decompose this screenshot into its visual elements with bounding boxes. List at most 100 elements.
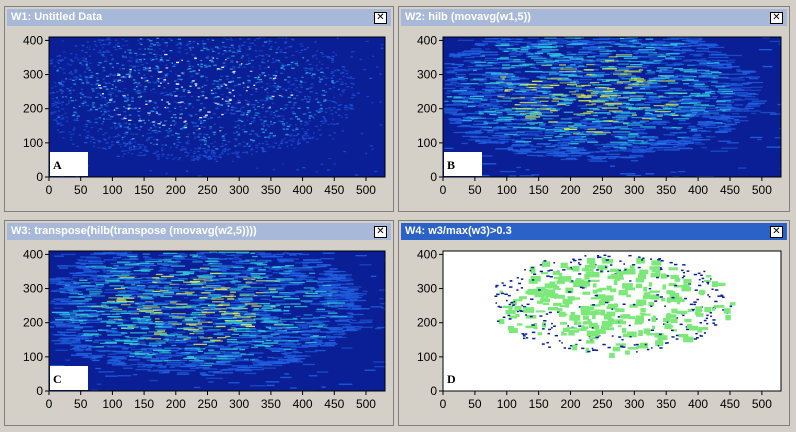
x-tick-label: 250 [197,183,217,197]
image-texture [494,254,736,358]
window-w2[interactable]: W2: hilb (movavg(w1,5)) ✕ B 0 50 100 150 200 2… [398,6,790,212]
y-tick-label: 400 [417,33,437,47]
x-tick-label: 300 [229,183,249,197]
plot-frame [442,250,782,392]
x-tick-label: 500 [752,183,772,197]
panel-label: D [447,372,456,386]
window-w4[interactable]: W4: w3/max(w3)>0.3 ✕ D 0 50 100 150 200 250 300… [398,220,790,426]
panel-label: B [447,158,455,172]
x-tick-label: 50 [468,183,482,197]
y-tick-label: 200 [23,102,43,116]
panel-label-box [50,366,88,390]
y-tick-label: 300 [417,282,437,296]
plot-w3[interactable]: C0 50 100 150 200 250 300 350 400 450 500 0 100 200 30… [9,241,391,423]
window-w3[interactable]: W3: transpose(hilb(transpose (movavg(w2,… [4,220,394,426]
x-tick-label: 300 [624,183,644,197]
x-tick-label: 250 [592,183,612,197]
x-tick-label: 350 [261,183,281,197]
x-tick-label: 50 [74,183,88,197]
y-tick-label: 200 [23,316,43,330]
plot-w1[interactable]: A0 50 100 150 200 250 300 350 400 450 500 0 100 200 30… [9,27,391,209]
x-tick-label: 500 [752,397,772,411]
plot-w2[interactable]: B0 50 100 150 200 250 300 350 400 450 500 0 100 200 30… [403,27,787,209]
y-tick-label: 100 [23,136,43,150]
window-title-bar[interactable]: W1: Untitled Data ✕ [7,9,391,26]
x-tick-label: 400 [688,183,708,197]
x-tick-label: 300 [624,397,644,411]
panel-label-box [444,366,482,390]
y-tick-label: 100 [23,350,43,364]
y-tick-label: 100 [417,350,437,364]
plot-frame [48,250,386,392]
x-tick-label: 0 [440,397,447,411]
x-tick-label: 450 [720,397,740,411]
y-tick-label: 0 [36,170,43,184]
close-icon[interactable]: ✕ [374,12,387,24]
x-tick-label: 200 [166,183,186,197]
x-tick-label: 250 [197,397,217,411]
close-icon[interactable]: ✕ [770,12,783,24]
x-tick-label: 0 [46,183,53,197]
plot-w4[interactable]: D0 50 100 150 200 250 300 350 400 450 500 0 100 200 30… [403,241,787,423]
window-title: W1: Untitled Data [11,11,103,23]
y-tick-label: 300 [23,282,43,296]
x-tick-label: 150 [134,183,154,197]
panel-label: A [53,158,62,172]
y-tick-label: 200 [417,316,437,330]
x-tick-label: 350 [656,183,676,197]
image-texture [443,37,781,177]
x-tick-label: 450 [720,183,740,197]
window-title-bar[interactable]: W4: w3/max(w3)>0.3 ✕ [401,223,787,240]
x-tick-label: 150 [529,397,549,411]
x-tick-label: 450 [324,397,344,411]
x-tick-label: 350 [656,397,676,411]
close-icon[interactable]: ✕ [374,226,387,238]
image-texture [49,251,385,391]
y-tick-label: 0 [36,384,43,398]
image-texture [49,37,384,177]
x-tick-label: 300 [229,397,249,411]
plot-frame [442,36,782,178]
panel-label-box [444,152,482,176]
x-tick-label: 500 [356,397,376,411]
x-tick-label: 450 [324,183,344,197]
y-tick-label: 400 [23,247,43,261]
y-tick-label: 0 [430,384,437,398]
window-w1[interactable]: W1: Untitled Data ✕ A 0 50 100 150 200 250 300 3… [4,6,394,212]
x-tick-label: 100 [497,183,517,197]
y-tick-label: 100 [417,136,437,150]
window-title: W3: transpose(hilb(transpose (movavg(w2,… [11,225,257,237]
x-tick-label: 400 [293,183,313,197]
x-tick-label: 400 [688,397,708,411]
y-tick-label: 300 [23,68,43,82]
x-tick-label: 50 [468,397,482,411]
window-title-bar[interactable]: W3: transpose(hilb(transpose (movavg(w2,… [7,223,391,240]
window-title: W2: hilb (movavg(w1,5)) [405,11,531,23]
x-tick-label: 200 [166,397,186,411]
window-title-bar[interactable]: W2: hilb (movavg(w1,5)) ✕ [401,9,787,26]
y-tick-label: 200 [417,102,437,116]
y-tick-label: 400 [417,247,437,261]
x-tick-label: 200 [561,397,581,411]
y-tick-label: 300 [417,68,437,82]
panel-label-box [50,152,88,176]
x-tick-label: 350 [261,397,281,411]
x-tick-label: 100 [497,397,517,411]
x-tick-label: 250 [592,397,612,411]
panel-label: C [53,372,62,386]
close-icon[interactable]: ✕ [770,226,783,238]
x-tick-label: 150 [529,183,549,197]
x-tick-label: 50 [74,397,88,411]
x-tick-label: 500 [356,183,376,197]
x-tick-label: 200 [561,183,581,197]
x-tick-label: 150 [134,397,154,411]
x-tick-label: 0 [46,397,53,411]
window-title: W4: w3/max(w3)>0.3 [405,225,512,237]
x-tick-label: 400 [293,397,313,411]
x-tick-label: 100 [102,397,122,411]
plot-frame [48,36,386,178]
x-tick-label: 100 [102,183,122,197]
y-tick-label: 400 [23,33,43,47]
x-tick-label: 0 [440,183,447,197]
y-tick-label: 0 [430,170,437,184]
